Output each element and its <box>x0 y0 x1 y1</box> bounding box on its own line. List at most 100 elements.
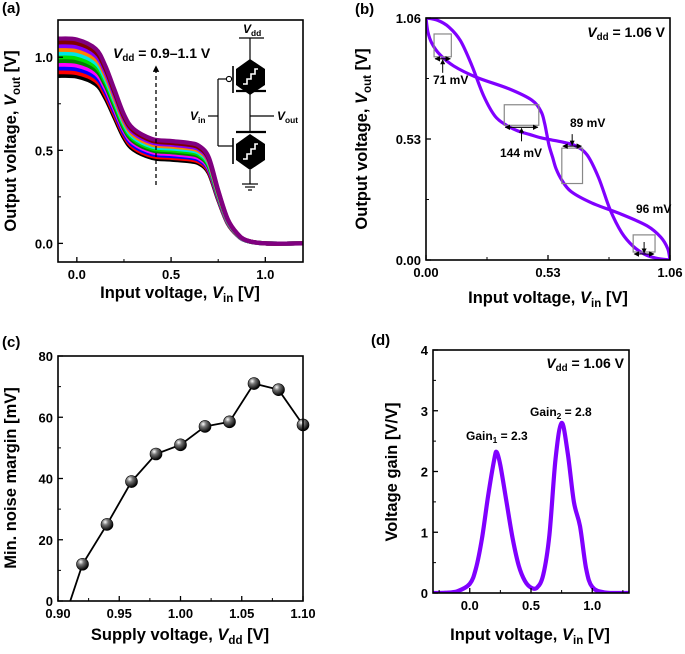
x-tick-label: 0.0 <box>461 598 479 613</box>
label-variable: V <box>217 626 230 644</box>
peak-label-subscript: 2 <box>557 411 562 421</box>
noise-margin-label: 144 mV <box>500 146 542 160</box>
y-tick-label: 1.0 <box>35 50 53 65</box>
y-tick-label: 3 <box>421 404 428 419</box>
y-tick-label: 60 <box>39 410 53 425</box>
label-text: Input voltage, <box>450 626 562 644</box>
x-axis-label: Input voltage, Vin [V] <box>450 626 610 647</box>
peak-label-subscript: 1 <box>493 435 498 445</box>
y-tick-label: 0.53 <box>396 132 421 147</box>
vdd-annotation: Vdd = 1.06 V <box>587 24 665 43</box>
annotation-subscript: dd <box>597 32 609 43</box>
annotation-variable: V <box>546 355 557 371</box>
axes-frame <box>57 19 304 263</box>
series-line-vdd-1.10 <box>58 36 303 246</box>
data-point <box>174 438 187 452</box>
circuit-label-subscript: in <box>198 115 205 125</box>
circuit-label-subscript: dd <box>251 28 261 38</box>
vout-label: Vout <box>277 109 298 125</box>
pmos-transistor-staircase-icon <box>243 68 258 85</box>
y-tick-label: 0.0 <box>35 236 53 251</box>
label-subscript: in <box>223 293 233 305</box>
label-variable: V <box>562 626 575 644</box>
gain-peak-label: Gain2 = 2.8 <box>530 405 592 421</box>
x-tick-label: 0.5 <box>522 598 540 613</box>
vdd-annotation: Vdd = 1.06 V <box>546 355 624 374</box>
axes-frame <box>432 349 630 594</box>
label-variable: V <box>580 289 593 307</box>
x-tick-label: 0.53 <box>535 265 560 280</box>
label-unit: [V] <box>2 50 20 77</box>
noise-margin-box <box>561 147 584 185</box>
x-tick-label: 0.00 <box>413 265 438 280</box>
label-text: Input voltage, <box>100 284 212 302</box>
panel-b-letter: (b) <box>355 1 374 18</box>
y-tick-label: 40 <box>39 472 53 487</box>
label-text: Supply voltage, <box>91 626 218 644</box>
label-unit: [V] <box>583 626 610 644</box>
y-axis-label: Output voltage, Vout [V] <box>2 50 23 231</box>
noise-margin-label: 96 mV <box>636 202 671 216</box>
x-tick-label: 0.95 <box>107 606 132 621</box>
y-axis-label: Min. noise margin [mV] <box>2 387 20 569</box>
data-point <box>247 377 261 390</box>
label-text: Voltage gain [V/V] <box>383 402 401 541</box>
data-point <box>149 447 163 461</box>
x-tick-label: 0.90 <box>45 606 70 621</box>
plot-area <box>58 36 303 246</box>
annotation-subscript: dd <box>122 53 134 64</box>
gain-peak-label: Gain1 = 2.3 <box>466 429 528 445</box>
label-variable: V <box>353 91 371 104</box>
y-tick-label: 2 <box>421 465 428 480</box>
y-tick-label: 0 <box>46 594 53 609</box>
label-text: Input voltage, <box>468 289 580 307</box>
vdd-label: Vdd <box>243 22 261 38</box>
panel-c: 0.90 0.95 1.00 1.05 1.10 0 20 40 60 80 Supply volt… <box>2 349 316 647</box>
peak-label-value: = 2.3 <box>497 429 528 443</box>
panel-b: 0.00 0.53 1.06 0.00 0.53 1.06 Input voltage, V… <box>353 11 683 310</box>
noise-margin-label: 71 mV <box>433 73 468 87</box>
peak-label-text: Gain <box>466 429 493 443</box>
circuit-label-subscript: out <box>285 115 298 125</box>
x-tick-label: 0.0 <box>68 267 86 282</box>
data-point <box>125 475 138 488</box>
data-point <box>223 415 236 429</box>
y-axis-label: Voltage gain [V/V] <box>383 402 401 541</box>
vin-label: Vin <box>190 109 205 125</box>
y-tick-label: 0.5 <box>35 143 53 158</box>
x-tick-label: 1.00 <box>168 606 193 621</box>
plot-area <box>433 420 629 593</box>
annotation-variable: V <box>587 24 598 40</box>
x-axis-label: Input voltage, Vin [V] <box>468 289 628 310</box>
noise-margin-box <box>503 104 540 126</box>
label-variable: V <box>212 284 225 302</box>
panel-a: 0.0 0.5 1.0 0.0 0.5 1.0 Input voltage, Vin [V]… <box>2 19 304 305</box>
y-tick-label: 1.06 <box>396 11 421 26</box>
gain-curve <box>433 420 629 593</box>
noise-margin-label: 89 mV <box>570 116 605 130</box>
y-tick-label: 20 <box>39 533 53 548</box>
circuit-label-variable: V <box>190 109 199 123</box>
y-tick-label: 0 <box>421 586 428 601</box>
label-subscript: out <box>362 75 374 93</box>
pmos-inversion-bubble <box>225 75 233 83</box>
label-unit: [V] <box>353 48 371 75</box>
data-point <box>100 518 114 531</box>
x-axis-label: Supply voltage, Vdd [V] <box>91 626 269 647</box>
nmos-transistor-staircase-icon <box>243 143 258 160</box>
label-text: Min. noise margin [mV] <box>2 387 20 569</box>
label-subscript: out <box>11 77 23 95</box>
label-subscript: in <box>573 635 583 647</box>
x-tick-label: 0.5 <box>162 267 180 282</box>
y-tick-label: 80 <box>39 349 53 364</box>
label-variable: V <box>2 93 20 106</box>
x-tick-label: 1.06 <box>657 265 682 280</box>
circuit-label-variable: V <box>243 22 252 36</box>
noise-margin-line <box>69 382 303 601</box>
panel-d-letter: (d) <box>371 332 390 349</box>
y-tick-label: 1 <box>421 525 428 540</box>
peak-label-value: = 2.8 <box>561 405 592 419</box>
label-unit: [V] <box>601 289 628 307</box>
